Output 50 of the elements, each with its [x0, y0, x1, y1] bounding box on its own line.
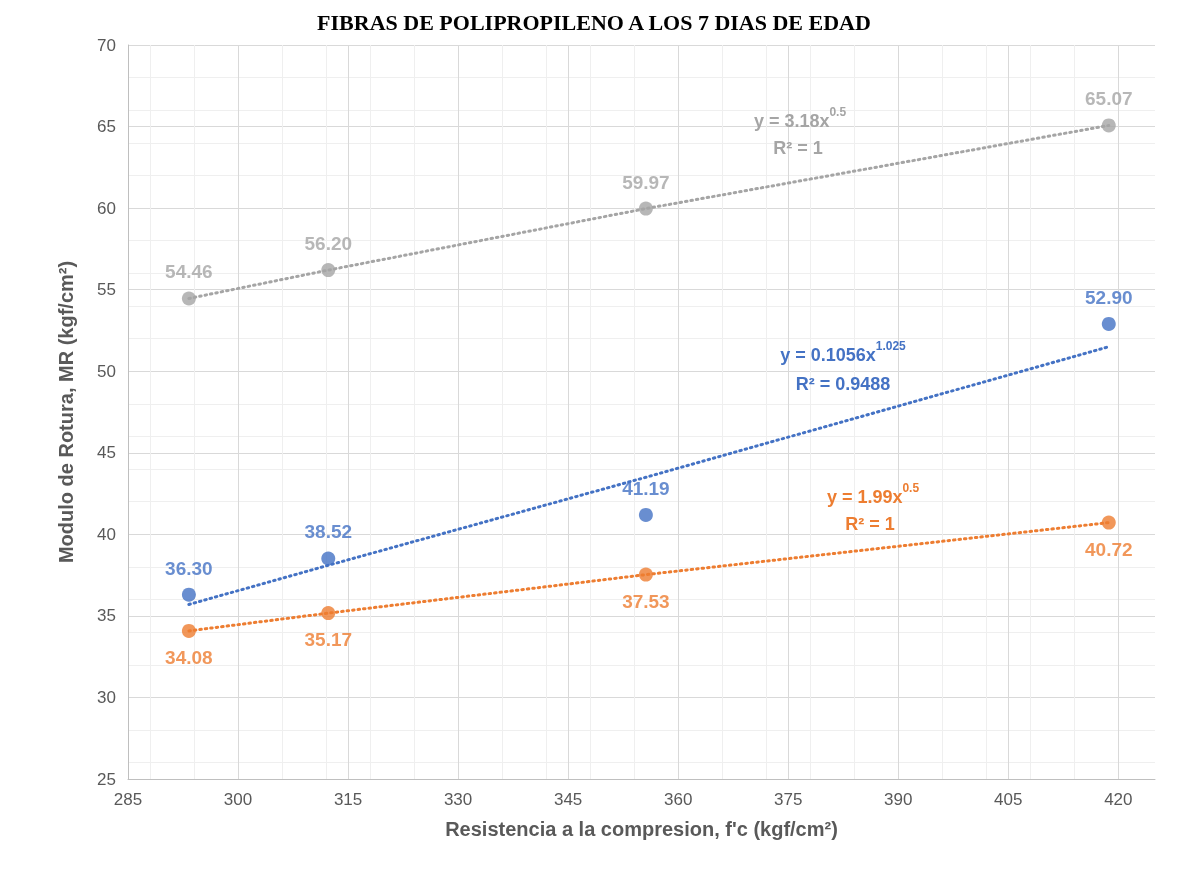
point — [638, 567, 653, 582]
point — [638, 507, 653, 522]
y-tick-label: 50 — [97, 361, 116, 381]
x-tick-label: 390 — [884, 790, 913, 809]
y-tick-label: 40 — [97, 524, 116, 544]
point — [181, 291, 196, 306]
point — [181, 623, 196, 638]
y-axis-title: Modulo de Rotura, MR (kgf/cm²) — [55, 260, 77, 564]
x-tick-label: 330 — [443, 790, 473, 809]
x-axis-title: Resistencia a la compresion, f'c (kgf/cm²) — [445, 818, 838, 840]
y-tick-label: 30 — [97, 687, 116, 707]
data-label: 37.53 — [622, 590, 670, 612]
x-tick-label: 315 — [333, 790, 363, 809]
data-label: 35.17 — [304, 629, 353, 651]
x-tick-label: 375 — [774, 790, 803, 809]
point — [181, 587, 196, 602]
annotation: R² = 1 — [845, 514, 895, 534]
data-label: 59.97 — [622, 171, 670, 193]
y-tick-label: 25 — [97, 769, 116, 789]
y-tick-label: 65 — [97, 117, 116, 137]
x-tick-label: 405 — [994, 790, 1023, 809]
annotation: R² = 1 — [773, 138, 823, 158]
point — [1101, 316, 1116, 331]
point — [1101, 118, 1116, 133]
data-label: 40.72 — [1085, 538, 1133, 560]
data-label: 36.30 — [165, 557, 213, 579]
chart-title: FIBRAS DE POLIPROPILENO A LOS 7 DIAS DE EDAD — [317, 9, 871, 35]
data-label: 34.08 — [165, 646, 213, 668]
point — [321, 606, 336, 621]
data-label: 41.19 — [622, 477, 670, 499]
annotation: R² = 0.9488 — [795, 374, 891, 394]
x-tick-label: 300 — [223, 790, 253, 809]
y-tick-label: 55 — [97, 280, 116, 300]
data-label: 65.07 — [1085, 88, 1133, 110]
x-tick-label: 420 — [1104, 790, 1133, 809]
data-label: 56.20 — [304, 233, 353, 255]
y-tick-label: 45 — [97, 443, 116, 463]
x-tick-label: 345 — [553, 790, 583, 809]
point — [321, 551, 336, 566]
x-tick-label: 285 — [113, 790, 143, 809]
y-tick-label: 35 — [97, 606, 116, 626]
point — [638, 201, 653, 216]
data-label: 52.90 — [1085, 286, 1133, 308]
data-label: 38.52 — [304, 521, 353, 543]
data-label: 54.46 — [165, 261, 213, 283]
y-tick-label: 60 — [97, 198, 116, 218]
y-tick-label: 70 — [97, 35, 116, 55]
point — [321, 263, 336, 278]
x-tick-label: 360 — [663, 790, 693, 809]
point — [1101, 515, 1116, 530]
